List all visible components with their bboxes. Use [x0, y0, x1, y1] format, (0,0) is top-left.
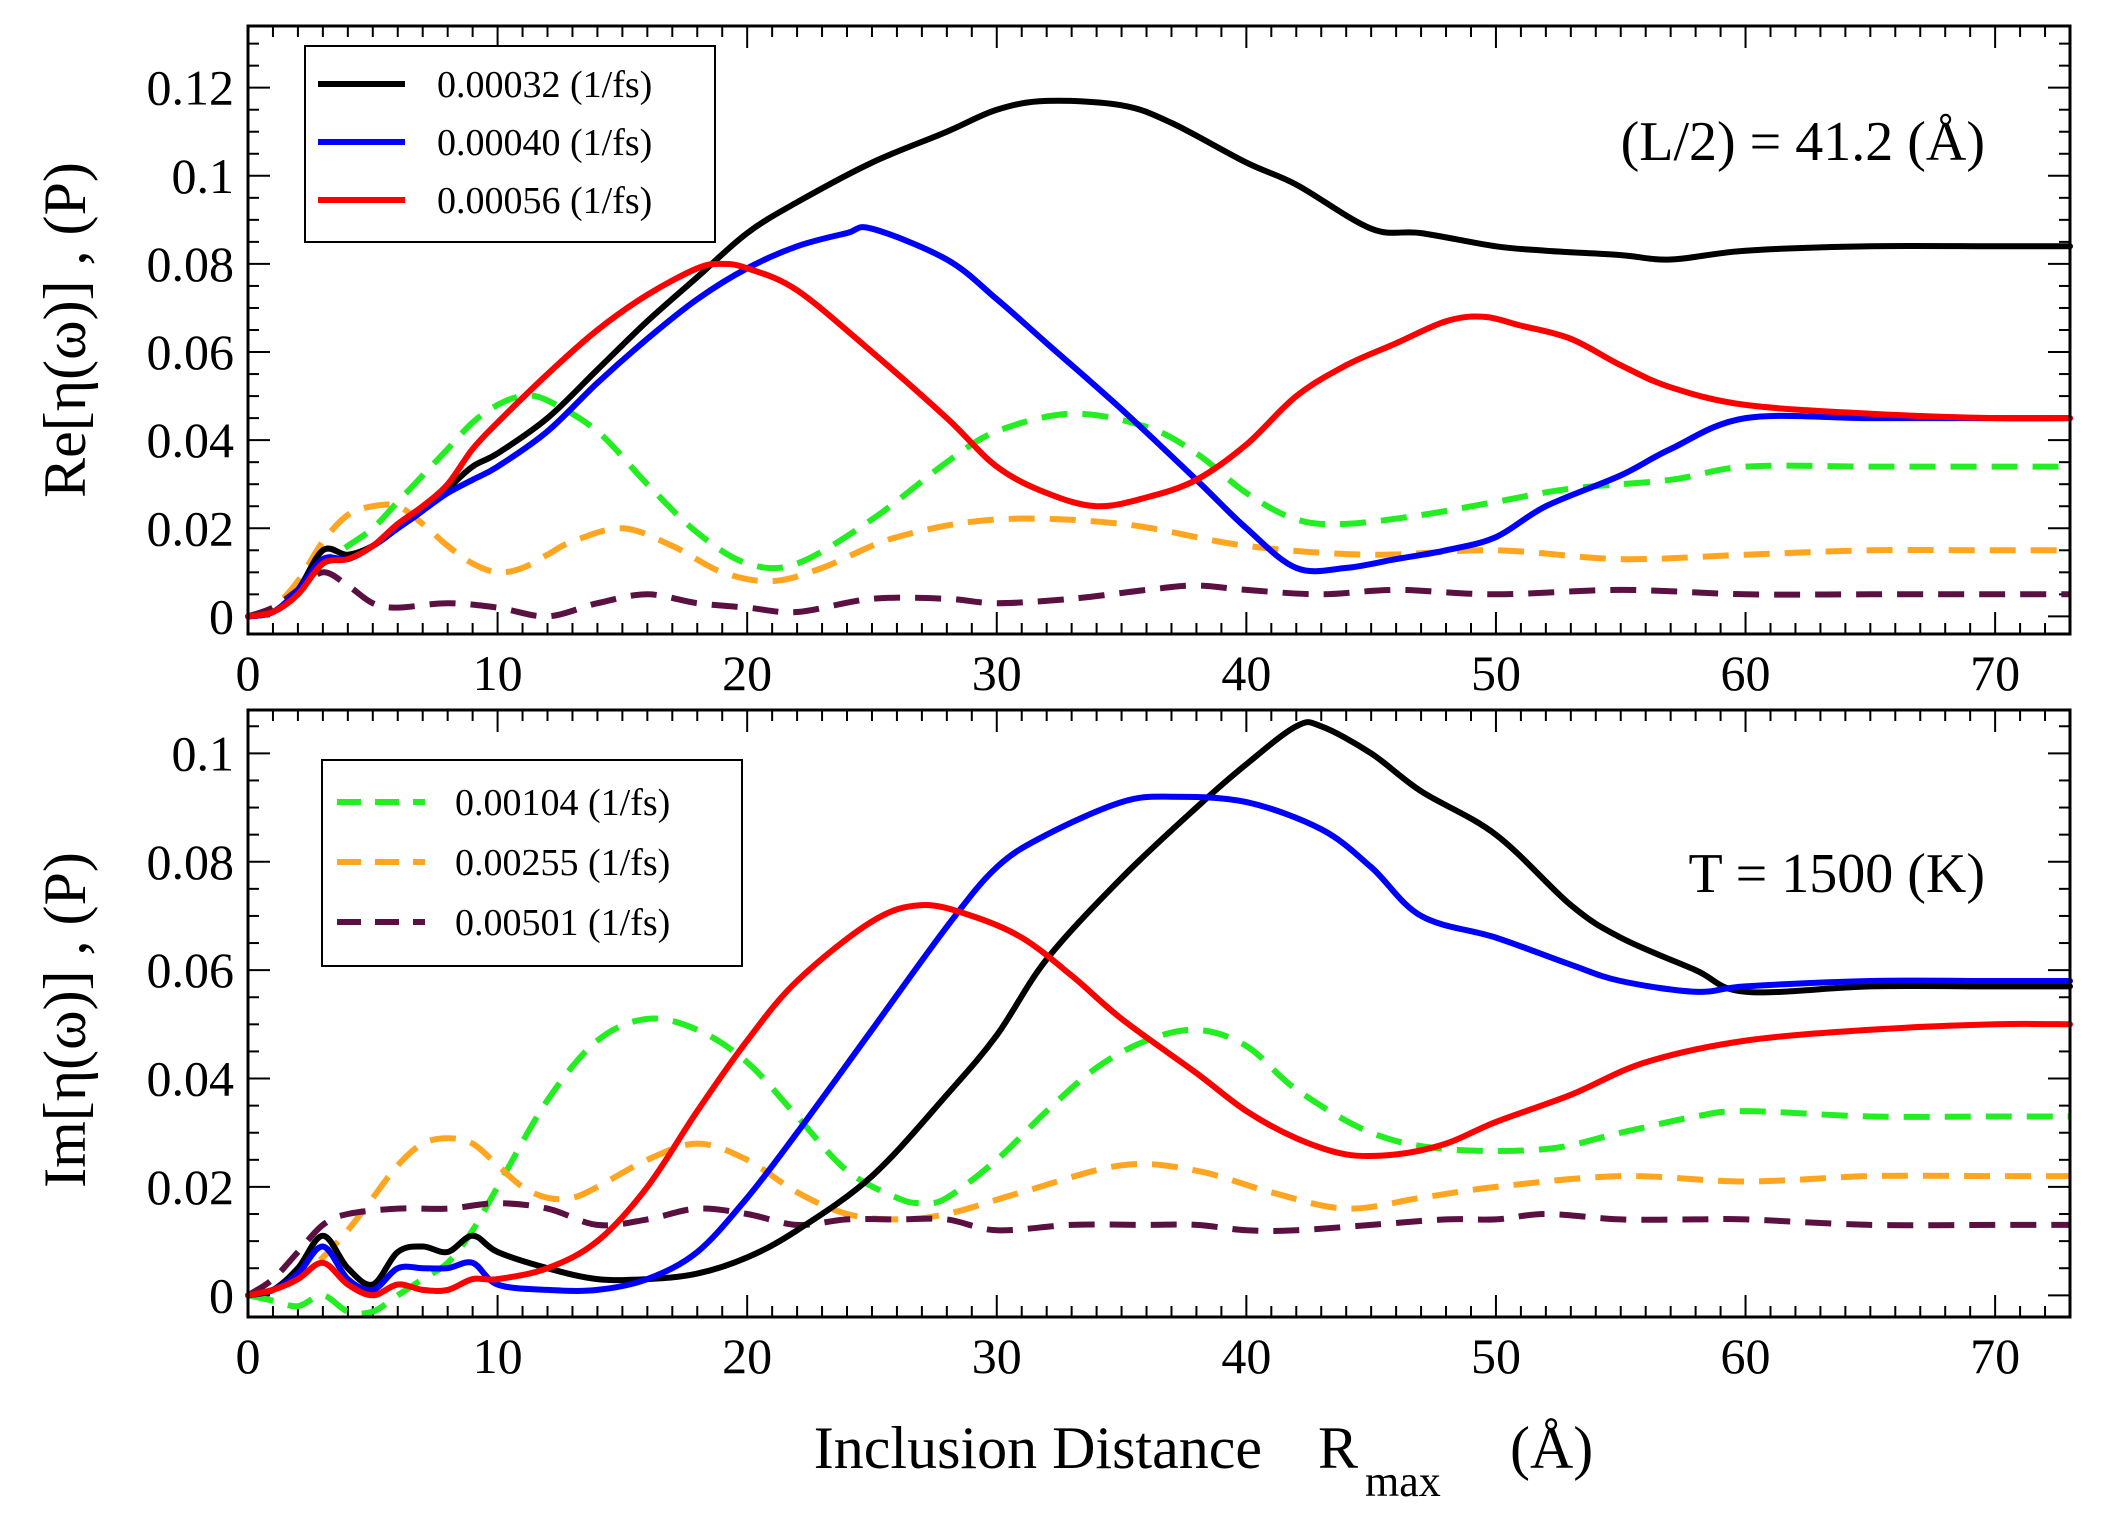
top-series-dashed-1 [247, 392, 2070, 620]
bottom-series-solid-3 [245, 902, 2073, 1299]
top-x-tick-label: 10 [473, 645, 523, 701]
top-legend-label-2: 0.00040 (1/fs) [437, 122, 652, 164]
top-x-tick-label: 40 [1221, 645, 1271, 701]
top-legend-label-3: 0.00056 (1/fs) [437, 180, 652, 222]
x-axis-title-text: Inclusion Distance [814, 1415, 1262, 1481]
top-legend: 0.00032 (1/fs) 0.00040 (1/fs) 0.00056 (1… [304, 45, 716, 243]
top-annotation: (L/2) = 41.2 (Å) [1621, 111, 1985, 173]
bottom-annotation: T = 1500 (K) [1688, 843, 1985, 905]
top-y-tick-label: 0.06 [147, 324, 235, 380]
bottom-y-tick-label: 0.1 [172, 725, 235, 781]
bottom-axis-ticks [247, 710, 2071, 1317]
bottom-x-tick-label: 70 [1970, 1328, 2020, 1384]
top-series-solid-3 [245, 260, 2073, 620]
top-y-axis-title: Re[η(ω)] , (P) [32, 162, 98, 498]
bottom-x-tick-label: 60 [1721, 1328, 1771, 1384]
bottom-y-tick-label: 0.04 [147, 1051, 235, 1107]
x-axis-title: Inclusion Distance R max (Å) [814, 1415, 1594, 1506]
top-y-tick-label: 0.1 [172, 148, 235, 204]
bottom-y-tick-label: 0 [209, 1267, 234, 1323]
top-series-group [245, 97, 2073, 620]
top-y-tick-label: 0.08 [147, 236, 235, 292]
bottom-x-tick-label: 10 [473, 1328, 523, 1384]
bottom-y-tick-label: 0.06 [147, 942, 235, 998]
bottom-tick-labels: 0 10 20 30 40 50 60 70 0 0.02 0.04 0.06 0.08 0.1 [147, 725, 2021, 1384]
top-plot-frame [246, 24, 2072, 636]
bottom-series-solid-1 [245, 719, 2073, 1299]
bottom-legend-label-2: 0.00255 (1/fs) [455, 842, 670, 884]
top-panel: 0 10 20 30 40 50 60 7000.020.040.060.080.10.12 … [32, 24, 2073, 701]
bottom-x-tick-label: 30 [972, 1328, 1022, 1384]
top-x-tick-label: 30 [972, 645, 1022, 701]
top-x-tick-label: 0 [236, 645, 261, 701]
top-x-tick-label: 60 [1721, 645, 1771, 701]
bottom-legend-label-3: 0.00501 (1/fs) [455, 902, 670, 944]
top-y-tick-label: 0.12 [147, 60, 235, 116]
bottom-legend: 0.00104 (1/fs) 0.00255 (1/fs) 0.00501 (1… [321, 759, 743, 967]
bottom-series-solid-2 [245, 793, 2073, 1299]
top-series-dashed-3 [246, 569, 2070, 620]
bottom-x-tick-label: 40 [1221, 1328, 1271, 1384]
bottom-series-dashed-2 [247, 1135, 2070, 1299]
top-series-solid-2 [245, 224, 2073, 620]
bottom-series-group [245, 719, 2073, 1317]
bottom-panel: 0 10 20 30 40 50 60 70 0 0.02 0.04 0.06 0.08 0.1 Im[η… [32, 708, 2073, 1384]
bottom-plot-frame [246, 708, 2072, 1319]
bottom-series-dashed-3 [246, 1200, 2070, 1298]
bottom-x-tick-label: 20 [722, 1328, 772, 1384]
top-tick-labels: 0 10 20 30 40 50 60 70 0 0.02 0.04 0.06 0.08 0.1 0.12 [147, 60, 2021, 701]
bottom-legend-label-1: 0.00104 (1/fs) [455, 782, 670, 824]
x-axis-symbol: R [1318, 1415, 1358, 1481]
top-x-tick-label: 50 [1471, 645, 1521, 701]
top-y-tick-label: 0 [209, 588, 234, 644]
bottom-y-tick-label: 0.02 [147, 1159, 235, 1215]
top-legend-label-1: 0.00032 (1/fs) [437, 64, 652, 106]
bottom-y-tick-label: 0.08 [147, 834, 235, 890]
top-x-tick-label: 70 [1970, 645, 2020, 701]
x-axis-unit: (Å) [1510, 1415, 1593, 1481]
bottom-y-axis-title: Im[η(ω)] , (P) [32, 852, 98, 1188]
top-series-dashed-2 [246, 501, 2070, 620]
bottom-x-tick-label: 50 [1471, 1328, 1521, 1384]
top-y-tick-label: 0.02 [147, 500, 235, 556]
bottom-x-tick-label: 0 [236, 1328, 261, 1384]
top-x-tick-label: 20 [722, 645, 772, 701]
top-y-tick-label: 0.04 [147, 412, 235, 468]
x-axis-subscript: max [1365, 1457, 1441, 1506]
